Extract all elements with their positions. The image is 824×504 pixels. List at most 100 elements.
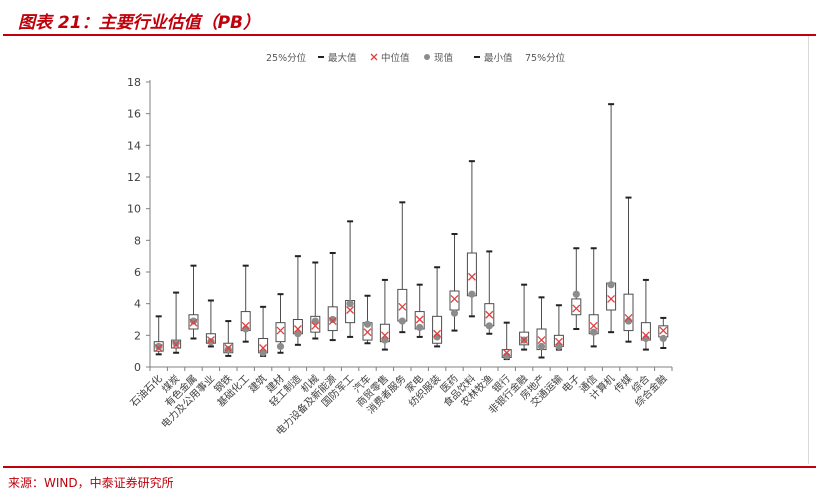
median-marker — [607, 294, 616, 303]
box-plot-8 — [275, 293, 286, 354]
current-value-dot — [346, 300, 354, 308]
legend-cross-swatch — [370, 53, 378, 61]
y-tick-label: 2 — [134, 329, 141, 342]
median-marker — [206, 336, 215, 345]
current-value-dot — [155, 342, 163, 351]
y-tick-label: 10 — [127, 203, 141, 216]
box-plot-1 — [153, 315, 164, 356]
current-value-dot — [468, 290, 476, 298]
source-note: 来源：WIND，中泰证券研究所 — [8, 476, 174, 490]
box-plot-17 — [432, 266, 443, 348]
box-plot-22 — [519, 283, 530, 351]
iqr-box — [275, 322, 286, 343]
current-value-dot — [659, 334, 667, 343]
box-plot-18 — [449, 233, 460, 332]
median-marker — [520, 336, 529, 345]
median-marker — [154, 344, 163, 352]
box-plot-7 — [258, 305, 269, 357]
legend-label: 75%分位 — [525, 52, 566, 64]
legend-label: 现值 — [434, 52, 454, 64]
current-value-dot — [381, 336, 389, 344]
current-value-dot — [294, 330, 302, 338]
legend-item: 最大值 — [318, 52, 357, 64]
median-marker — [659, 326, 668, 335]
y-tick-label: 4 — [134, 298, 141, 311]
median-marker — [189, 318, 198, 327]
current-value-dot — [276, 342, 285, 351]
box-plot-29 — [640, 278, 651, 351]
box-plot-11 — [327, 252, 338, 342]
median-marker — [502, 348, 511, 357]
iqr-box — [571, 298, 582, 316]
median-marker — [276, 326, 285, 335]
current-value-dot — [416, 323, 424, 332]
x-category-label: 建筑 — [246, 372, 269, 395]
legend-item: 75%分位 — [525, 52, 566, 64]
x-category-label: 电子 — [559, 372, 582, 395]
current-value-dot — [329, 315, 337, 324]
current-value-dot — [607, 281, 615, 289]
legend-dot-swatch — [424, 54, 430, 60]
current-value-dot — [189, 317, 198, 325]
box-plot-2 — [171, 291, 182, 354]
median-marker — [485, 310, 494, 319]
box-plot-20 — [484, 250, 495, 335]
current-value-dot — [398, 317, 406, 325]
median-marker — [224, 344, 233, 352]
box-plot-25 — [571, 247, 582, 330]
box-plot-12 — [345, 220, 356, 338]
current-value-dot — [555, 342, 563, 351]
box-plot-19 — [466, 160, 477, 318]
box-plot-30 — [658, 316, 669, 349]
box-plot-24 — [553, 304, 564, 351]
current-value-dot — [572, 290, 580, 298]
median-marker — [537, 336, 546, 345]
box-plot-16 — [414, 283, 425, 338]
y-tick-label: 14 — [127, 139, 141, 152]
current-value-dot — [259, 349, 267, 357]
median-marker — [172, 340, 181, 349]
median-marker — [624, 313, 633, 322]
current-value-dot — [363, 320, 372, 328]
median-marker — [554, 337, 563, 346]
current-value-dot — [450, 309, 459, 317]
median-marker — [293, 325, 302, 333]
current-value-dot — [590, 328, 598, 336]
box-plot-5 — [223, 320, 234, 357]
current-value-dot — [311, 317, 319, 325]
y-axis: 0 2 4 6 8 10 12 14 16 18 — [127, 76, 151, 374]
median-marker — [415, 315, 424, 324]
current-value-dot — [224, 345, 232, 354]
median-marker — [433, 329, 442, 338]
x-category-label: 传媒 — [612, 373, 635, 396]
chart-title: 图表 21：主要行业估值（PB） — [18, 13, 260, 33]
legend-item: 最小值 — [474, 52, 513, 64]
box-plot-15 — [397, 201, 408, 334]
median-marker — [380, 331, 389, 340]
legend-label: 25%分位 — [266, 52, 307, 64]
median-marker — [241, 321, 250, 330]
box-plot-4 — [205, 299, 216, 348]
iqr-box — [623, 293, 634, 332]
y-tick-label: 0 — [134, 361, 141, 374]
box-plot-27 — [606, 103, 617, 334]
median-marker — [450, 294, 459, 303]
chart-frame — [3, 36, 809, 464]
legend-label: 中位值 — [381, 52, 410, 64]
median-marker — [328, 317, 337, 326]
box-plot-9 — [292, 255, 303, 346]
median-marker — [259, 344, 268, 352]
median-marker — [363, 328, 372, 337]
median-marker — [641, 331, 650, 340]
legend-item: 现值 — [424, 52, 454, 64]
y-tick-label: 6 — [134, 266, 141, 279]
box-plot-6 — [240, 264, 251, 343]
current-value-dot — [485, 322, 493, 330]
box-plot-10 — [310, 261, 321, 340]
title-divider — [3, 34, 816, 36]
current-value-dot — [207, 338, 215, 346]
y-tick-label: 18 — [127, 76, 141, 89]
chart-legend: 25%分位 最大值 中位值 现值 最小值 75%分位 — [266, 52, 566, 64]
median-marker — [398, 302, 407, 311]
